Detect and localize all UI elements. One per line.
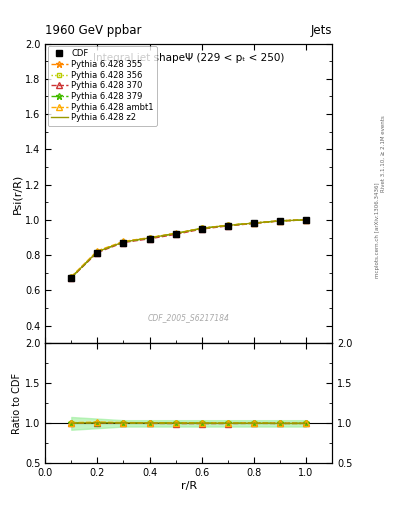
Pythia 6.428 z2 bbox=[121, 239, 126, 245]
Pythia 6.428 z2 bbox=[226, 222, 230, 228]
Text: 1960 GeV ppbar: 1960 GeV ppbar bbox=[45, 24, 142, 37]
Text: mcplots.cern.ch [arXiv:1306.3436]: mcplots.cern.ch [arXiv:1306.3436] bbox=[375, 183, 380, 278]
Pythia 6.428 379 bbox=[173, 230, 178, 237]
Pythia 6.428 z2 bbox=[252, 220, 256, 226]
Pythia 6.428 z2 bbox=[147, 235, 152, 241]
Pythia 6.428 ambt1 bbox=[304, 217, 309, 223]
Pythia 6.428 355 bbox=[95, 249, 100, 255]
Pythia 6.428 ambt1 bbox=[199, 225, 204, 231]
Pythia 6.428 356 bbox=[199, 225, 204, 231]
CDF bbox=[147, 236, 152, 242]
Pythia 6.428 356 bbox=[95, 249, 100, 255]
Pythia 6.428 ambt1 bbox=[226, 222, 230, 228]
Pythia 6.428 370 bbox=[69, 275, 73, 281]
Pythia 6.428 z2 bbox=[69, 274, 73, 281]
Pythia 6.428 370 bbox=[121, 240, 126, 246]
Text: CDF_2005_S6217184: CDF_2005_S6217184 bbox=[148, 313, 230, 323]
Line: Pythia 6.428 355: Pythia 6.428 355 bbox=[68, 217, 309, 281]
CDF bbox=[121, 240, 126, 246]
Pythia 6.428 379 bbox=[69, 274, 73, 281]
Pythia 6.428 355 bbox=[173, 230, 178, 237]
Pythia 6.428 370 bbox=[304, 217, 309, 223]
CDF bbox=[69, 275, 73, 281]
Pythia 6.428 370 bbox=[252, 220, 256, 226]
Pythia 6.428 356 bbox=[147, 235, 152, 241]
Pythia 6.428 370 bbox=[226, 223, 230, 229]
Pythia 6.428 z2 bbox=[199, 225, 204, 231]
Pythia 6.428 370 bbox=[95, 249, 100, 255]
Pythia 6.428 379 bbox=[147, 235, 152, 241]
Pythia 6.428 ambt1 bbox=[121, 239, 126, 245]
Pythia 6.428 356 bbox=[121, 239, 126, 245]
Pythia 6.428 370 bbox=[199, 226, 204, 232]
CDF bbox=[173, 231, 178, 237]
Y-axis label: Ratio to CDF: Ratio to CDF bbox=[12, 373, 22, 434]
Pythia 6.428 ambt1 bbox=[147, 234, 152, 241]
Pythia 6.428 370 bbox=[173, 231, 178, 238]
CDF bbox=[252, 220, 256, 226]
Line: Pythia 6.428 370: Pythia 6.428 370 bbox=[68, 217, 309, 281]
Pythia 6.428 379 bbox=[121, 239, 126, 245]
Y-axis label: Psi(r/R): Psi(r/R) bbox=[12, 174, 22, 214]
Pythia 6.428 355 bbox=[199, 225, 204, 231]
Pythia 6.428 370 bbox=[277, 218, 282, 224]
Pythia 6.428 z2 bbox=[95, 249, 100, 255]
Pythia 6.428 355 bbox=[252, 220, 256, 226]
Pythia 6.428 379 bbox=[199, 225, 204, 231]
Pythia 6.428 z2 bbox=[304, 217, 309, 223]
Pythia 6.428 356 bbox=[277, 218, 282, 224]
Pythia 6.428 ambt1 bbox=[69, 273, 73, 280]
Line: Pythia 6.428 356: Pythia 6.428 356 bbox=[69, 218, 308, 280]
Pythia 6.428 355 bbox=[277, 218, 282, 224]
Pythia 6.428 ambt1 bbox=[173, 230, 178, 237]
Line: Pythia 6.428 z2: Pythia 6.428 z2 bbox=[71, 220, 306, 278]
Pythia 6.428 355 bbox=[147, 235, 152, 241]
CDF bbox=[226, 223, 230, 229]
Pythia 6.428 ambt1 bbox=[95, 248, 100, 254]
Pythia 6.428 379 bbox=[252, 220, 256, 226]
X-axis label: r/R: r/R bbox=[180, 481, 197, 491]
Pythia 6.428 z2 bbox=[173, 230, 178, 237]
Pythia 6.428 z2 bbox=[277, 218, 282, 224]
Pythia 6.428 356 bbox=[173, 230, 178, 237]
CDF bbox=[199, 226, 204, 232]
CDF bbox=[277, 218, 282, 224]
CDF bbox=[95, 250, 100, 256]
Pythia 6.428 370 bbox=[147, 236, 152, 242]
Pythia 6.428 379 bbox=[304, 217, 309, 223]
Pythia 6.428 379 bbox=[277, 218, 282, 224]
Line: Pythia 6.428 ambt1: Pythia 6.428 ambt1 bbox=[68, 217, 309, 280]
Line: Pythia 6.428 379: Pythia 6.428 379 bbox=[68, 217, 309, 281]
Pythia 6.428 355 bbox=[69, 274, 73, 281]
Pythia 6.428 355 bbox=[226, 222, 230, 228]
Pythia 6.428 356 bbox=[226, 222, 230, 228]
Pythia 6.428 379 bbox=[95, 249, 100, 255]
Line: CDF: CDF bbox=[68, 217, 309, 281]
Text: Integral jet shapeΨ (229 < pₜ < 250): Integral jet shapeΨ (229 < pₜ < 250) bbox=[93, 53, 284, 62]
CDF bbox=[304, 217, 309, 223]
Text: Rivet 3.1.10, ≥ 2.1M events: Rivet 3.1.10, ≥ 2.1M events bbox=[381, 115, 386, 192]
Pythia 6.428 ambt1 bbox=[277, 218, 282, 224]
Text: Jets: Jets bbox=[310, 24, 332, 37]
Pythia 6.428 356 bbox=[252, 220, 256, 226]
Pythia 6.428 379 bbox=[226, 222, 230, 228]
Pythia 6.428 356 bbox=[304, 217, 309, 223]
Pythia 6.428 355 bbox=[121, 239, 126, 245]
Legend: CDF, Pythia 6.428 355, Pythia 6.428 356, Pythia 6.428 370, Pythia 6.428 379, Pyt: CDF, Pythia 6.428 355, Pythia 6.428 356,… bbox=[48, 46, 157, 125]
Pythia 6.428 ambt1 bbox=[252, 220, 256, 226]
Pythia 6.428 356 bbox=[69, 274, 73, 281]
Pythia 6.428 355 bbox=[304, 217, 309, 223]
